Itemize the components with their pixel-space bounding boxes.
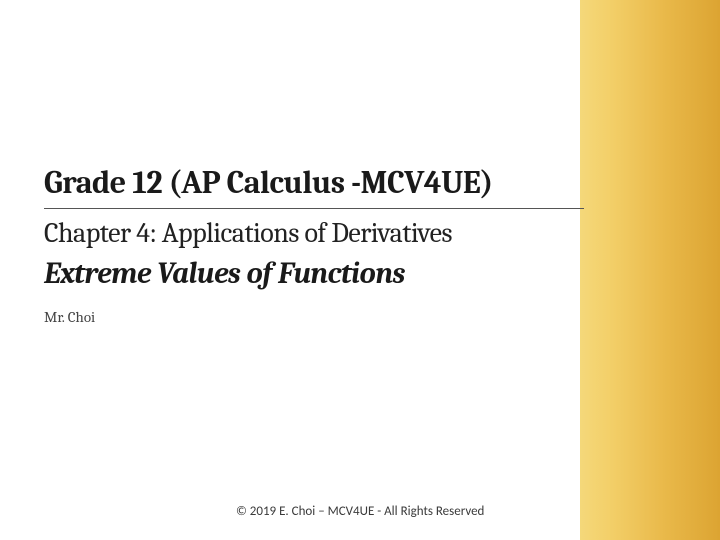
copyright-text: © 2019 E. Choi – MCV4UE - All Rights Res… [236,504,484,519]
slide-subtitle: Chapter 4: Applications of Derivatives [44,217,604,251]
slide-title: Grade 12 (AP Calculus -MCV4UE) [44,165,604,202]
slide-topic: Extreme Values of Functions [44,256,604,292]
title-divider [44,208,584,209]
slide-content: Grade 12 (AP Calculus -MCV4UE) Chapter 4… [44,165,604,326]
slide-author: Mr. Choi [44,308,604,326]
